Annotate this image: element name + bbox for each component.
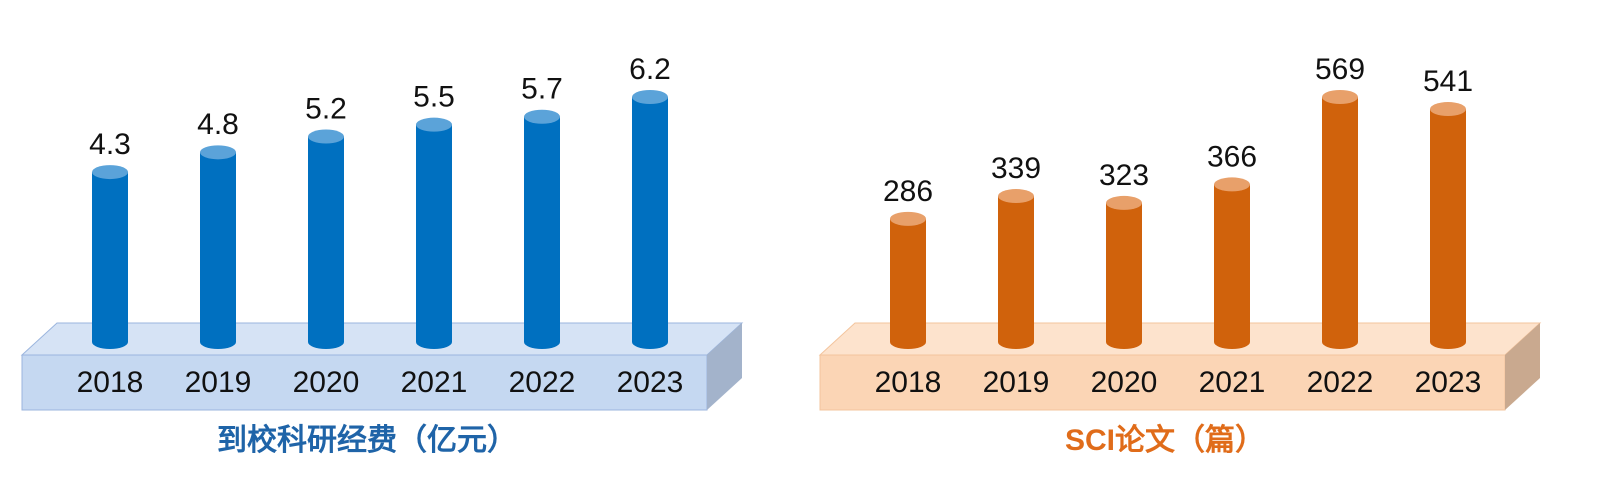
value-label: 339 — [991, 152, 1041, 185]
x-tick-label: 2022 — [509, 366, 576, 399]
bar-body — [998, 196, 1034, 342]
x-tick-label: 2020 — [293, 366, 360, 399]
bar-top — [890, 211, 926, 226]
bar-top — [632, 90, 668, 104]
x-tick-label: 2021 — [401, 366, 468, 399]
value-label: 4.3 — [89, 128, 131, 161]
x-tick-label: 2023 — [617, 366, 684, 399]
bar-body — [1322, 97, 1358, 342]
bar — [890, 211, 926, 349]
bar-top — [308, 129, 344, 144]
x-tick-label: 2023 — [1415, 366, 1482, 399]
value-label: 569 — [1315, 53, 1365, 86]
chart: 286 2018 339 2019 323 2020 366 2021 569 2022 541 20… — [818, 53, 1542, 457]
bar — [308, 129, 344, 349]
x-tick-label: 2018 — [875, 366, 942, 399]
bar-body — [1106, 202, 1142, 342]
value-label: 323 — [1099, 159, 1149, 192]
bar — [524, 109, 560, 349]
value-label: 6.2 — [629, 53, 671, 86]
platform-front — [819, 354, 1506, 411]
x-tick-label: 2019 — [983, 366, 1050, 399]
bar-body — [890, 218, 926, 342]
bar-top — [200, 145, 236, 160]
x-tick-label: 2019 — [185, 366, 252, 399]
chart: 4.3 2018 4.8 2019 5.2 2020 5.5 2021 5.7 2022 6.2 20… — [20, 53, 744, 457]
bar-top — [1322, 90, 1358, 104]
bar-body — [92, 172, 128, 342]
x-tick-label: 2018 — [77, 366, 144, 399]
bar-body — [308, 136, 344, 342]
value-label: 286 — [883, 175, 933, 208]
x-tick-label: 2022 — [1307, 366, 1374, 399]
bar-body — [200, 152, 236, 342]
bar — [200, 145, 236, 349]
bar — [1322, 90, 1358, 349]
value-label: 541 — [1423, 65, 1473, 98]
value-label: 4.8 — [197, 108, 239, 141]
bar-top — [416, 117, 452, 132]
bar — [632, 90, 668, 349]
value-label: 5.2 — [305, 92, 347, 125]
bar-top — [998, 189, 1034, 204]
chart-title: SCI论文（篇） — [1065, 423, 1265, 457]
bar-body — [416, 124, 452, 343]
value-label: 5.7 — [521, 73, 563, 106]
bar-top — [92, 165, 128, 180]
bar-body — [632, 97, 668, 342]
bar-top — [1214, 177, 1250, 192]
bar-top — [1106, 195, 1142, 210]
bar — [1214, 177, 1250, 349]
value-label: 366 — [1207, 140, 1257, 173]
bar — [1430, 102, 1466, 349]
bar — [1106, 195, 1142, 349]
bar-body — [524, 116, 560, 343]
platform-side — [1505, 323, 1540, 410]
bar — [416, 117, 452, 349]
bar-body — [1430, 109, 1466, 342]
bar — [998, 189, 1034, 349]
bar-body — [1214, 184, 1250, 342]
x-tick-label: 2021 — [1199, 366, 1266, 399]
bar-top — [1430, 102, 1466, 117]
bar-top — [524, 109, 560, 124]
chart-title: 到校科研经费（亿元） — [217, 423, 517, 457]
x-tick-label: 2020 — [1091, 366, 1158, 399]
bar — [92, 165, 128, 349]
platform-side — [707, 323, 742, 410]
platform-front — [21, 354, 708, 411]
value-label: 5.5 — [413, 81, 455, 114]
